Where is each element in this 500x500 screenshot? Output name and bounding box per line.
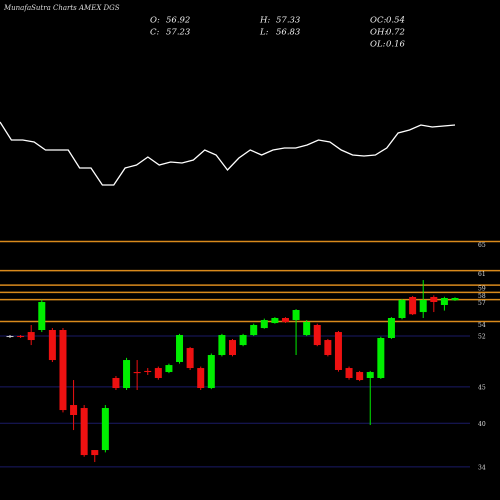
candle-body [80,408,88,456]
candle-body [17,336,25,338]
candle-body [313,324,321,346]
stat-value: 0.72 [386,28,405,38]
stat-value: 56.92 [166,16,190,26]
stat-value: 0.16 [386,40,406,50]
stat-label: OH: [370,28,387,38]
level-label: 65 [478,242,486,249]
candle-body [112,377,120,389]
indicator-line [0,121,456,186]
candle-body [303,322,311,336]
stat-label: O: [150,16,160,26]
candle-body [239,335,247,346]
stat-value: 56.83 [276,28,300,38]
y-tick-label: 40 [478,421,486,428]
candle-body [451,298,459,301]
level-label: 57 [478,300,486,307]
candle-body [250,324,258,336]
candle-body [292,310,300,321]
candle-body [281,318,289,323]
candle-body [133,372,141,374]
candle-body [387,318,395,339]
candle-body [430,296,438,303]
stat-label: C: [150,28,160,38]
y-tick-label: 52 [478,334,486,341]
candle-body [324,340,332,356]
candle-body [398,299,406,319]
level-label: 54 [478,322,486,329]
stat-label: H: [259,16,270,26]
candle-body [154,368,162,378]
candle-body [70,405,78,415]
stat-value: 57.23 [166,28,190,38]
chart-title: MunafaSutra Charts AMEX DGS [3,4,120,12]
candle-body [91,450,99,456]
candle-body [356,372,364,381]
candle-body [334,332,342,370]
candle-body [176,335,184,362]
candle-body [165,365,173,373]
candle-body [440,298,448,305]
candle-body [144,370,152,373]
candle-body [27,332,35,341]
level-label: 61 [478,271,486,278]
candle-body [409,296,417,315]
candle-body [38,302,46,331]
candle-body [101,408,109,451]
stat-label: OL: [370,40,386,50]
stat-value: 0.54 [386,16,405,26]
candle-body [377,338,385,378]
candle-body [345,368,353,378]
candle-body [229,340,236,356]
level-label: 58 [478,293,486,300]
stat-label: OC: [370,16,386,26]
stat-label: L: [259,28,269,38]
y-tick-label: 34 [478,464,486,471]
candle-body [123,360,131,389]
stat-value: 57.33 [276,16,300,26]
y-tick-label: 45 [478,384,486,391]
candle-body [186,348,194,369]
level-label: 59 [478,286,486,293]
candle-body [271,318,279,324]
candle-body [260,320,268,329]
candle-body [207,355,215,389]
candle-body [59,330,67,411]
candle-body [218,335,226,356]
candle-body [6,336,14,338]
candle-body [48,330,56,361]
candle-body [197,368,205,389]
candle-body [419,299,427,313]
candle-body [366,372,374,378]
